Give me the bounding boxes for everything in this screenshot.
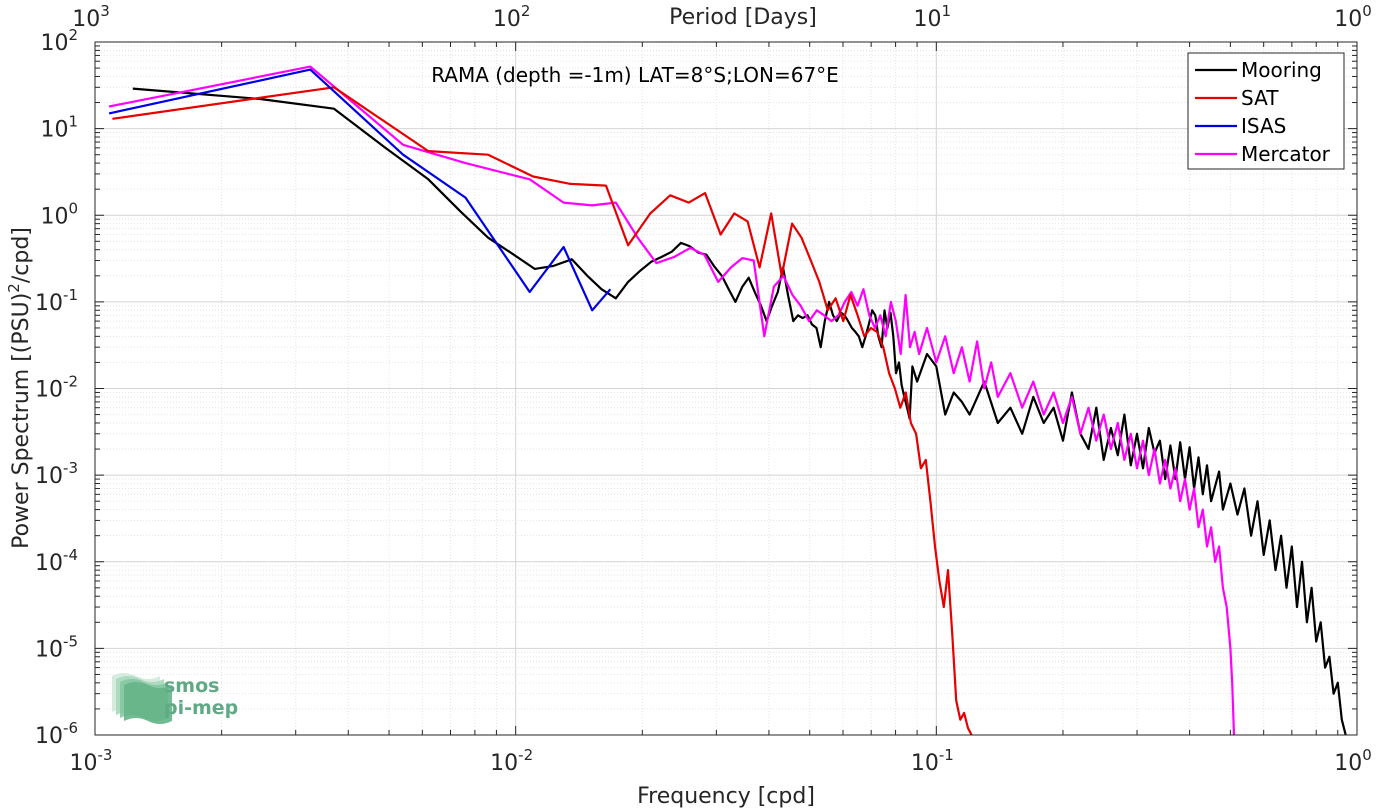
top-axis-label: Period [Days] xyxy=(669,5,817,30)
y-tick-label: 10-3 xyxy=(35,459,78,489)
y-tick-label: 10-4 xyxy=(35,546,78,576)
x-tick-label: 10-2 xyxy=(490,746,533,776)
minor-grid xyxy=(95,42,1357,735)
y-tick-label: 10-1 xyxy=(35,286,78,316)
top-tick-label: 101 xyxy=(914,2,952,32)
y-tick-label: 10-5 xyxy=(35,632,78,662)
y-axis-label-sup: 2 xyxy=(5,283,23,293)
x-axis-label: Frequency [cpd] xyxy=(637,784,815,809)
legend-label-sat: SAT xyxy=(1241,86,1279,110)
series-line-mercator xyxy=(108,65,1236,736)
legend-box xyxy=(1187,52,1345,170)
series-line-isas xyxy=(108,68,612,312)
y-tick-label: 101 xyxy=(40,113,78,143)
x-tick-label: 10-3 xyxy=(70,746,113,776)
y-tick-label: 102 xyxy=(40,26,78,56)
logo-text-smos: smos xyxy=(164,675,219,697)
top-tick-label: 103 xyxy=(72,2,110,32)
y-tick-label: 100 xyxy=(40,199,78,229)
y-tick-label: 10-2 xyxy=(35,373,78,403)
top-tick-label: 102 xyxy=(493,2,531,32)
series-layer xyxy=(108,65,1347,736)
legend-label-mooring: Mooring xyxy=(1241,58,1322,82)
y-axis-label-end: /cpd] xyxy=(9,227,34,283)
y-axis-label: Power Spectrum [(PSU)2/cpd] xyxy=(5,227,34,549)
series-line-mooring xyxy=(132,87,1347,736)
legend-label-isas: ISAS xyxy=(1241,114,1286,138)
chart-title: RAMA (depth =-1m) LAT=8°S;LON=67°E xyxy=(431,63,839,87)
y-axis-label-main: Power Spectrum [(PSU) xyxy=(9,293,34,549)
logo-wave-shape xyxy=(124,682,172,724)
axis-ticks xyxy=(94,41,1358,736)
logo-text-pi-mep: pi-mep xyxy=(164,697,238,719)
legend-label-mercator: Mercator xyxy=(1241,142,1331,166)
x-tick-label: 10-1 xyxy=(911,746,954,776)
x-tick-label: 100 xyxy=(1334,746,1372,776)
top-tick-label: 100 xyxy=(1334,2,1372,32)
y-tick-label: 10-6 xyxy=(35,719,78,749)
legend: Mooring SAT ISAS Mercator xyxy=(1187,52,1345,170)
series-line-sat xyxy=(112,86,973,736)
